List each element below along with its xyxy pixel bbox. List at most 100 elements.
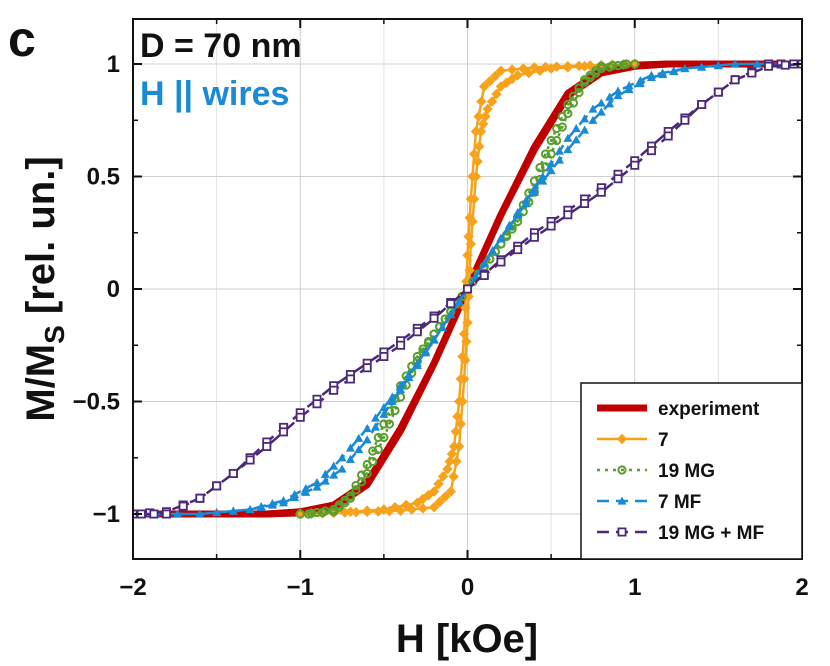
data-point [585, 70, 595, 80]
data-point [680, 64, 690, 73]
data-point [267, 500, 277, 509]
y-axis-title-main: M/M [19, 344, 63, 422]
legend-marker [617, 465, 627, 475]
data-point [329, 385, 339, 395]
data-point [473, 141, 485, 152]
data-point [434, 496, 445, 508]
data-point [351, 480, 361, 491]
data-point [663, 131, 673, 141]
data-point [752, 59, 762, 68]
data-point [195, 493, 205, 503]
data-point [529, 232, 539, 242]
data-point [546, 159, 556, 168]
data-point [580, 125, 590, 134]
y-tick-label: −0.5 [73, 389, 120, 416]
data-point [212, 508, 222, 517]
data-point [534, 65, 546, 76]
y-tick-label: 1 [107, 51, 120, 78]
data-point [546, 149, 556, 159]
data-point [613, 86, 623, 95]
data-point [228, 506, 238, 515]
data-point [356, 470, 367, 480]
data-point [301, 487, 311, 496]
data-point [312, 507, 322, 518]
data-point [345, 454, 355, 463]
data-point [557, 111, 567, 122]
data-point [245, 455, 255, 465]
data-point [442, 463, 453, 475]
data-point [256, 502, 266, 511]
data-point [613, 174, 623, 184]
data-point [446, 448, 458, 460]
data-point [461, 336, 472, 347]
data-point [387, 397, 397, 406]
data-point [579, 75, 590, 85]
data-point [562, 62, 574, 73]
data-point [546, 221, 556, 231]
data-point [450, 426, 462, 437]
data-point [212, 481, 222, 491]
legend-label: 19 MG [658, 461, 715, 482]
data-point [479, 270, 489, 280]
data-point [429, 335, 439, 344]
data-point [552, 123, 562, 134]
data-point [379, 432, 389, 443]
series-4 [133, 59, 802, 519]
x-tick-label: −1 [287, 574, 314, 601]
data-point [563, 210, 573, 220]
data-point [379, 409, 389, 418]
y-axis-title-sub: S [39, 325, 70, 344]
data-point [495, 65, 507, 76]
data-point [571, 135, 581, 144]
y-axis-title-unit: [rel. un.] [19, 156, 63, 325]
data-point [362, 424, 372, 433]
data-point [730, 75, 740, 85]
data-point [245, 505, 255, 514]
data-point [462, 284, 472, 294]
data-point [195, 509, 205, 518]
data-point [535, 162, 545, 173]
data-point [484, 76, 496, 87]
data-point [630, 59, 640, 69]
data-point [613, 91, 623, 100]
data-point [445, 486, 456, 497]
data-point [546, 166, 556, 175]
data-point [521, 199, 531, 208]
data-point [373, 506, 384, 517]
data-point [479, 81, 490, 92]
data-point [428, 502, 440, 513]
data-point [563, 145, 573, 154]
data-point [379, 419, 389, 429]
data-point [406, 504, 417, 515]
data-point [630, 160, 640, 170]
data-point [658, 70, 668, 79]
data-point [458, 373, 470, 385]
data-point [580, 114, 590, 123]
data-point [350, 506, 362, 518]
data-point [312, 482, 322, 491]
data-point [362, 459, 372, 470]
data-point [563, 99, 573, 110]
data-point [465, 238, 477, 250]
data-point [279, 498, 289, 507]
data-point [437, 322, 447, 331]
legend-marker [617, 496, 627, 505]
data-point [446, 310, 456, 319]
data-point [373, 444, 383, 455]
data-point [596, 187, 606, 197]
data-point [480, 111, 491, 122]
data-point [429, 313, 439, 323]
data-point [371, 413, 381, 422]
data-point [320, 506, 330, 516]
data-point [337, 464, 347, 473]
data-point [337, 453, 347, 462]
data-point [228, 468, 238, 478]
data-point [467, 216, 478, 227]
data-point [329, 461, 339, 470]
data-point [329, 504, 339, 515]
data-point [496, 234, 506, 243]
data-point [362, 435, 372, 444]
data-point [361, 506, 373, 517]
series-line-ascending [308, 62, 635, 516]
data-point [646, 146, 656, 156]
